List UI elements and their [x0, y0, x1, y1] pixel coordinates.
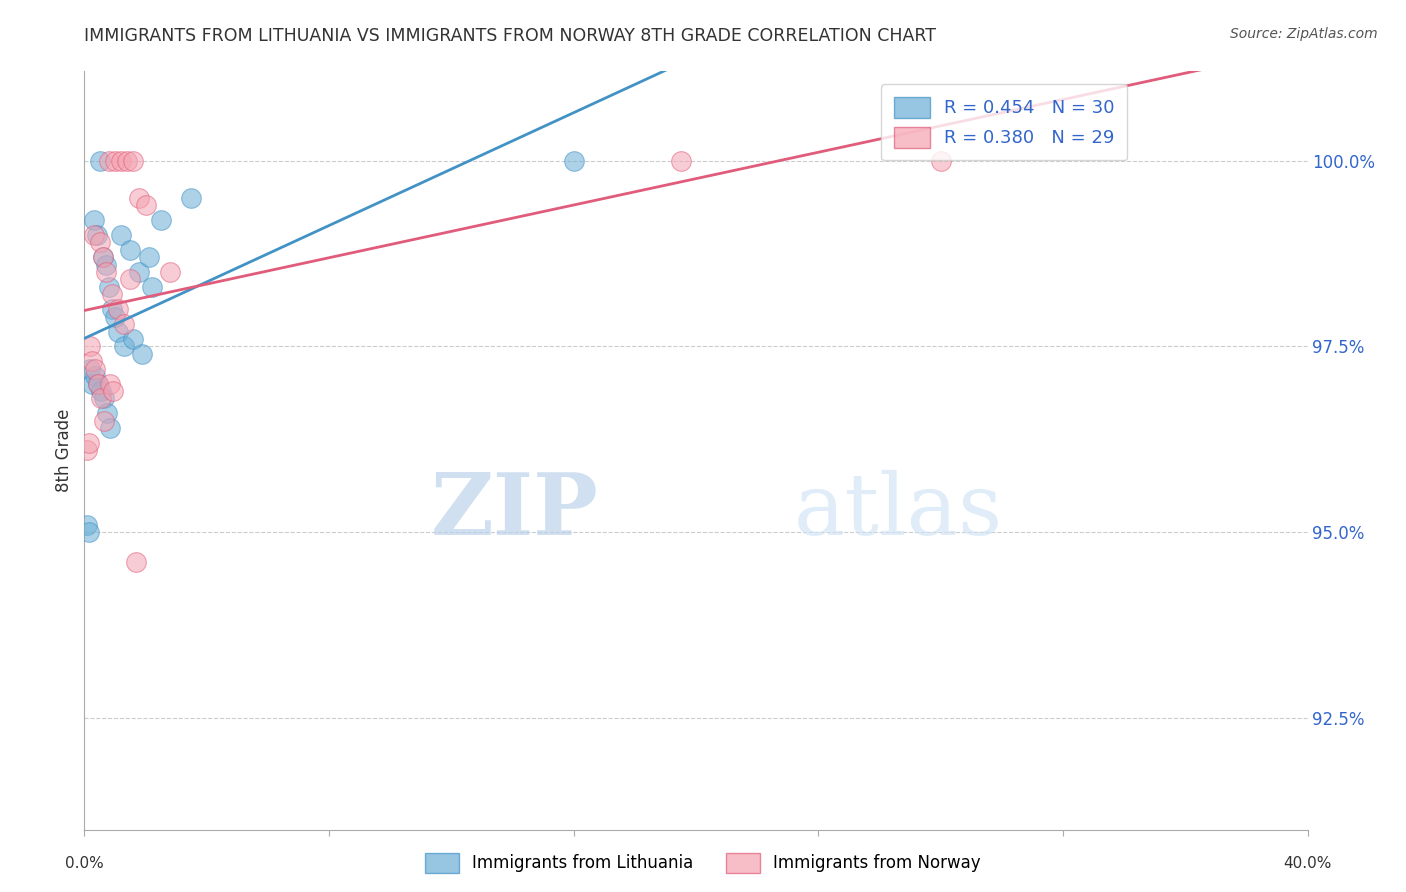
Point	[77, 436, 100, 450]
Point	[149, 213, 172, 227]
Point	[89, 235, 111, 250]
Point	[86, 227, 108, 242]
Point	[94, 265, 117, 279]
Point	[77, 525, 100, 540]
Point	[131, 347, 153, 361]
Point	[929, 153, 952, 168]
Point	[101, 302, 124, 317]
Point	[90, 384, 112, 398]
Point	[98, 421, 121, 435]
Point	[98, 376, 121, 391]
Point	[97, 280, 120, 294]
Point	[103, 384, 125, 398]
Point	[128, 265, 150, 279]
Legend: R = 0.454   N = 30, R = 0.380   N = 29: R = 0.454 N = 30, R = 0.380 N = 29	[882, 84, 1128, 161]
Point	[104, 310, 127, 324]
Point	[93, 414, 115, 428]
Point	[141, 280, 163, 294]
Y-axis label: 8th Grade: 8th Grade	[55, 409, 73, 492]
Point	[101, 287, 124, 301]
Text: ZIP: ZIP	[430, 469, 598, 553]
Legend: Immigrants from Lithuania, Immigrants from Norway: Immigrants from Lithuania, Immigrants fr…	[419, 847, 987, 880]
Point	[562, 153, 585, 168]
Point	[138, 250, 160, 264]
Text: atlas: atlas	[794, 469, 1002, 553]
Point	[90, 392, 112, 406]
Point	[80, 354, 103, 368]
Point	[669, 153, 692, 168]
Point	[83, 227, 105, 242]
Point	[87, 376, 110, 391]
Point	[159, 265, 181, 279]
Text: IMMIGRANTS FROM LITHUANIA VS IMMIGRANTS FROM NORWAY 8TH GRADE CORRELATION CHART: IMMIGRANTS FROM LITHUANIA VS IMMIGRANTS …	[84, 27, 936, 45]
Point	[104, 153, 127, 168]
Point	[122, 332, 145, 346]
Point	[93, 392, 115, 406]
Point	[120, 243, 142, 257]
Point	[97, 153, 120, 168]
Point	[84, 361, 107, 376]
Point	[110, 153, 132, 168]
Point	[110, 227, 132, 242]
Point	[107, 302, 129, 317]
Point	[112, 317, 135, 331]
Point	[112, 339, 135, 353]
Point	[128, 191, 150, 205]
Point	[122, 153, 145, 168]
Point	[79, 339, 101, 353]
Point	[94, 258, 117, 272]
Point	[120, 272, 142, 286]
Text: 0.0%: 0.0%	[65, 855, 104, 871]
Point	[96, 406, 118, 420]
Text: Source: ZipAtlas.com: Source: ZipAtlas.com	[1230, 27, 1378, 41]
Point	[91, 250, 114, 264]
Point	[80, 376, 103, 391]
Point	[76, 517, 98, 532]
Point	[125, 555, 148, 569]
Point	[83, 213, 105, 227]
Point	[76, 443, 98, 458]
Point	[89, 153, 111, 168]
Text: 40.0%: 40.0%	[1284, 855, 1331, 871]
Point	[79, 361, 101, 376]
Point	[87, 376, 110, 391]
Point	[107, 325, 129, 339]
Point	[180, 191, 202, 205]
Point	[91, 250, 114, 264]
Point	[115, 153, 138, 168]
Point	[84, 369, 107, 384]
Point	[135, 198, 157, 212]
